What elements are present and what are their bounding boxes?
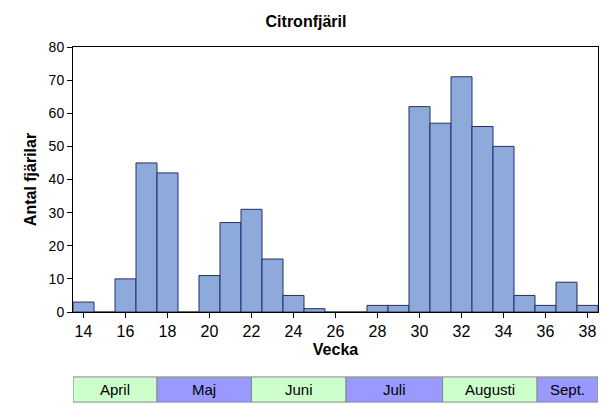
svg-text:16: 16 [117,323,135,340]
svg-text:24: 24 [285,323,303,340]
svg-text:0: 0 [56,304,64,320]
svg-text:Antal fjärilar: Antal fjärilar [22,133,39,226]
svg-text:Juli: Juli [383,381,406,398]
svg-text:30: 30 [49,205,65,221]
svg-text:10: 10 [49,271,65,287]
svg-text:22: 22 [243,323,261,340]
svg-text:28: 28 [369,323,387,340]
svg-text:36: 36 [537,323,555,340]
svg-text:Maj: Maj [192,381,216,398]
svg-text:26: 26 [327,323,345,340]
svg-text:20: 20 [49,238,65,254]
svg-text:38: 38 [579,323,597,340]
svg-text:Citronfjäril: Citronfjäril [266,13,347,30]
svg-text:32: 32 [453,323,471,340]
svg-text:80: 80 [49,39,65,55]
svg-text:50: 50 [49,138,65,154]
svg-text:18: 18 [159,323,177,340]
svg-text:20: 20 [201,323,219,340]
svg-text:40: 40 [49,171,65,187]
svg-text:70: 70 [49,72,65,88]
svg-text:60: 60 [49,105,65,121]
svg-text:April: April [100,381,130,398]
svg-text:Juni: Juni [285,381,313,398]
svg-text:34: 34 [495,323,513,340]
svg-text:30: 30 [411,323,429,340]
svg-text:14: 14 [75,323,93,340]
svg-text:Sept.: Sept. [550,381,585,398]
svg-text:Augusti: Augusti [465,381,515,398]
svg-text:Vecka: Vecka [313,341,358,358]
